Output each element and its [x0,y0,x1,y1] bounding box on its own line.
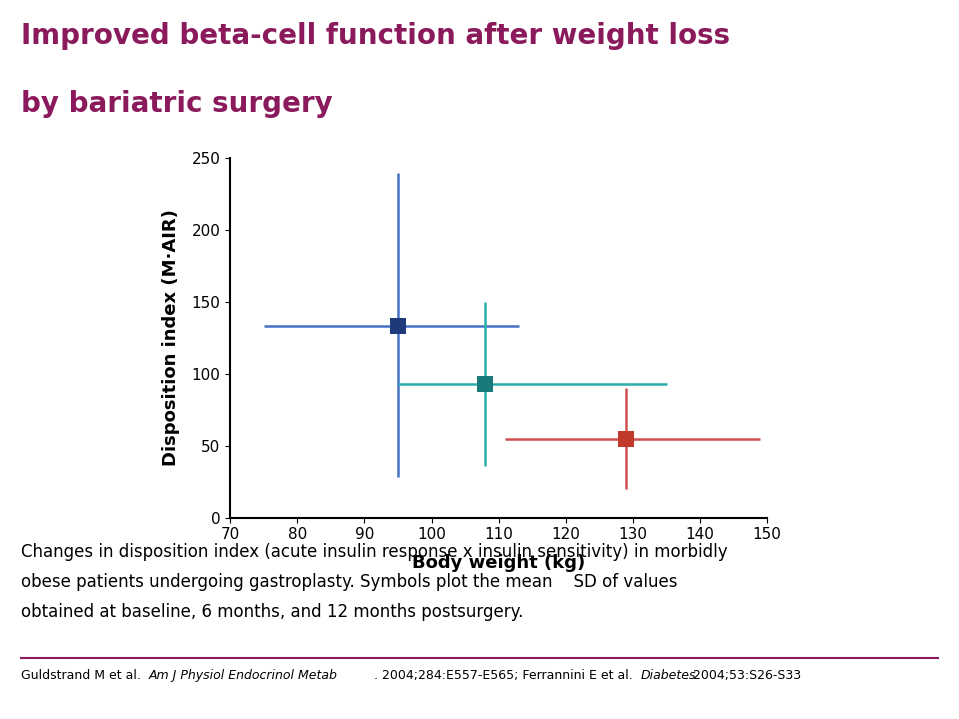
Text: obtained at baseline, 6 months, and 12 months postsurgery.: obtained at baseline, 6 months, and 12 m… [21,603,524,621]
Text: by bariatric surgery: by bariatric surgery [21,90,333,118]
Y-axis label: Disposition index (M·AIR): Disposition index (M·AIR) [162,209,180,467]
Text: Changes in disposition index (acute insulin response x insulin sensitivity) in m: Changes in disposition index (acute insu… [21,543,728,561]
Text: Improved beta-cell function after weight loss: Improved beta-cell function after weight… [21,22,730,50]
Text: . 2004;53:S26-S33: . 2004;53:S26-S33 [685,669,801,682]
Text: Am J Physiol Endocrinol Metab: Am J Physiol Endocrinol Metab [149,669,338,682]
X-axis label: Body weight (kg): Body weight (kg) [412,554,585,572]
Text: . 2004;284:E557-E565; Ferrannini E et al.: . 2004;284:E557-E565; Ferrannini E et al… [374,669,637,682]
Text: Diabetes: Diabetes [641,669,696,682]
Text: Guldstrand M et al.: Guldstrand M et al. [21,669,149,682]
Text: obese patients undergoing gastroplasty. Symbols plot the mean    SD of values: obese patients undergoing gastroplasty. … [21,573,678,591]
